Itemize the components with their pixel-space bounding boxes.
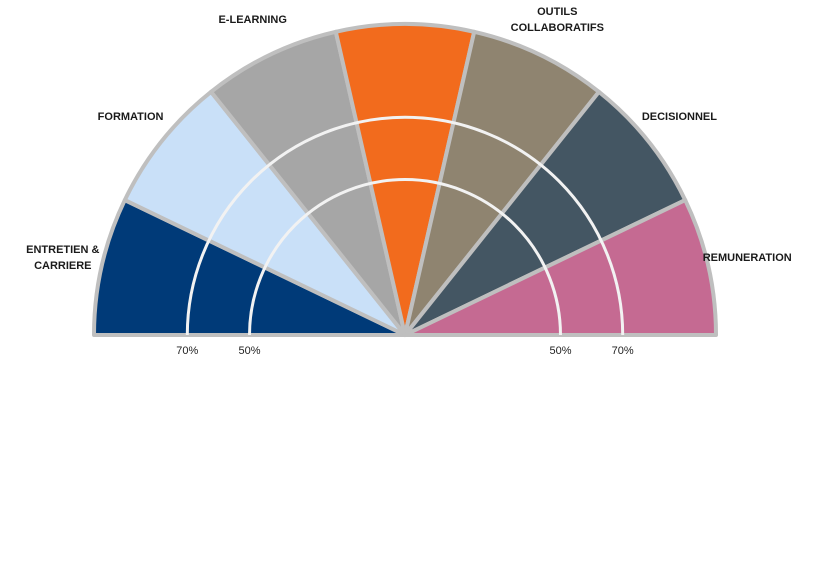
segment-label-outils-collaboratifs: OUTILS COLLABORATIFS [511, 6, 604, 34]
segment-label-entretien-carriere: ENTRETIEN & CARRIERE [26, 244, 99, 272]
ring-70 [185, 115, 625, 336]
segment-outils-collaboratifs [403, 29, 601, 337]
ring-label-50-right: 50% [549, 345, 571, 357]
segment-label-decisionnel: DECISIONNEL [642, 111, 717, 123]
labels-layer: 50% 50% 70% 70% ENTRETIEN & CARRIERE FORMATION… [26, 6, 792, 357]
rings-layer [185, 115, 625, 336]
segment-entretien-carriere [92, 198, 407, 337]
ring-label-70-right: 70% [612, 345, 634, 357]
segment-remuneration [403, 198, 718, 337]
segment-formation [122, 89, 407, 337]
segments-layer [92, 22, 718, 337]
segment-label-e-learning: E-LEARNING [218, 14, 286, 26]
ring-label-50-left: 50% [238, 345, 260, 357]
ring-50 [248, 178, 562, 336]
segment-e-learning [209, 29, 407, 337]
segment-decisionnel [403, 89, 688, 337]
segment-label-remuneration: REMUNERATION [703, 252, 792, 264]
ring-label-70-left: 70% [176, 345, 198, 357]
segment-label-formation: FORMATION [98, 111, 164, 123]
